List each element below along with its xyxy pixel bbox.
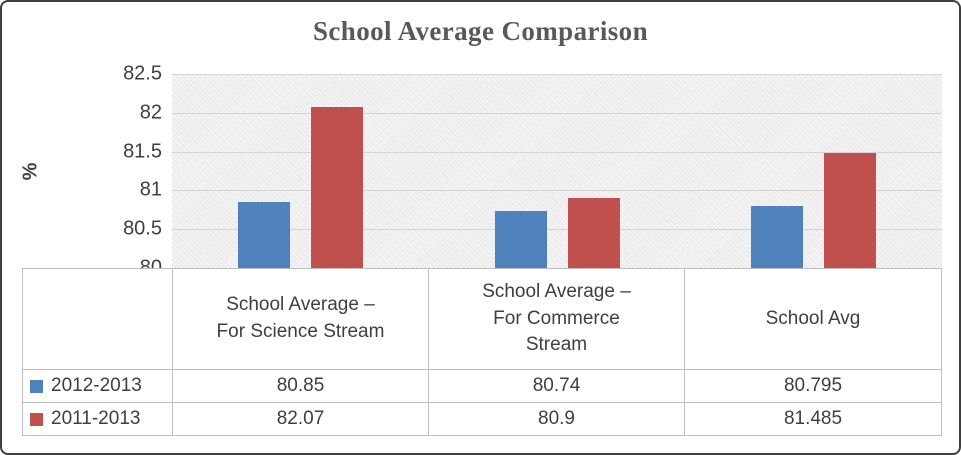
gridline [172,190,942,192]
value-cell: 81.485 [685,402,941,435]
category-header-cell: School Average – For Science Stream [173,268,429,369]
bar-group [685,74,942,268]
y-tick-label: 82.5 [123,62,162,85]
y-tick-label: 80.5 [123,217,162,240]
bar-2012-2013 [494,210,547,268]
bar-2012-2013 [237,202,290,268]
value-cell: 80.9 [429,402,685,435]
value-cell: 82.07 [173,402,429,435]
bar-2011-2013 [310,107,363,268]
value-cell: 80.85 [173,369,429,402]
bar-groups [172,74,942,268]
gridline [172,151,942,153]
bar-2011-2013 [824,152,877,268]
y-tick-label: 81.5 [123,140,162,163]
legend-key-cell: 2011-2013 [23,402,173,435]
table-corner-cell [23,268,173,369]
bar-2012-2013 [751,206,804,268]
y-tick-label: 82 [139,101,162,124]
value-cell: 80.74 [429,369,685,402]
y-tick-label: 81 [139,178,162,201]
chart-title: School Average Comparison [313,16,648,46]
bar-group [429,74,686,268]
bar-group [172,74,429,268]
series-name-label: 2011-2013 [51,408,141,429]
plot-area [172,74,942,268]
value-cell: 80.795 [685,369,941,402]
gridline [172,112,942,114]
y-axis-title: % [19,162,42,180]
legend-swatch-2012-2013 [30,379,43,393]
category-header-cell: School Avg [685,268,941,369]
legend-swatch-2011-2013 [30,412,43,426]
gridline [172,229,942,231]
gridline [172,74,942,75]
series-name-label: 2012-2013 [51,375,142,396]
category-header-cell: School Average – For Commerce Stream [429,268,685,369]
bar-2011-2013 [567,198,620,268]
legend-key-cell: 2012-2013 [23,369,173,402]
data-table: School Average – For Science Stream Schoo… [22,268,942,436]
